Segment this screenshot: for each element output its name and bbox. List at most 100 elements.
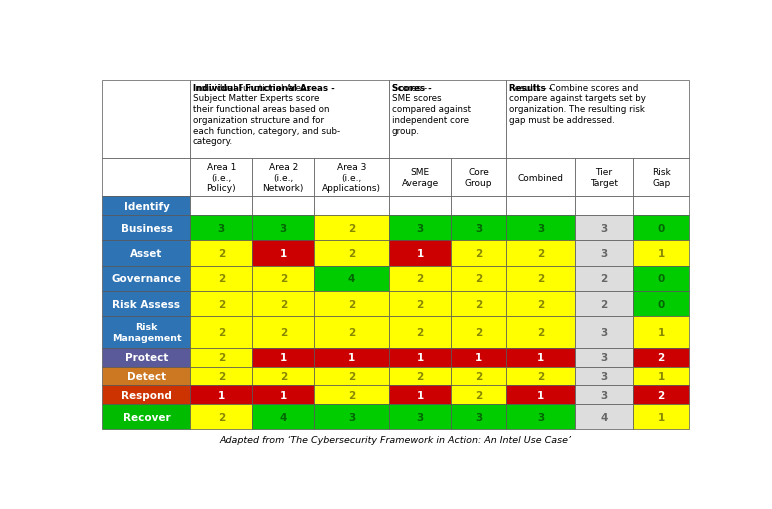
Bar	[103, 317, 191, 348]
Bar	[314, 317, 389, 348]
Text: 1: 1	[218, 390, 225, 400]
Bar	[634, 197, 689, 216]
Bar	[191, 367, 252, 386]
Text: Tier
Target: Tier Target	[590, 168, 618, 187]
Bar	[191, 197, 252, 216]
Text: Area 3
(i.e.,
Applications): Area 3 (i.e., Applications)	[322, 163, 381, 192]
Bar	[191, 348, 252, 367]
Bar	[314, 197, 389, 216]
Text: 2: 2	[348, 372, 355, 381]
Bar	[451, 158, 506, 197]
Bar	[103, 386, 191, 404]
Text: 3: 3	[475, 412, 482, 422]
Text: 2: 2	[279, 299, 287, 309]
Text: 3: 3	[537, 412, 544, 422]
Bar	[389, 80, 506, 158]
Bar	[389, 317, 451, 348]
Text: 2: 2	[279, 372, 287, 381]
Bar	[634, 367, 689, 386]
Bar	[389, 241, 451, 266]
Bar	[389, 367, 451, 386]
Bar	[389, 404, 451, 430]
Bar	[634, 241, 689, 266]
Bar	[191, 266, 252, 291]
Bar	[451, 367, 506, 386]
Text: 2: 2	[218, 274, 225, 284]
Bar	[634, 386, 689, 404]
Text: Risk Assess: Risk Assess	[113, 299, 181, 309]
Text: 4: 4	[601, 412, 608, 422]
Bar	[575, 404, 634, 430]
Bar	[191, 241, 252, 266]
Bar	[506, 158, 575, 197]
Bar	[103, 266, 191, 291]
Text: Business: Business	[120, 223, 172, 233]
Bar	[314, 348, 389, 367]
Bar	[575, 367, 634, 386]
Text: 3: 3	[416, 412, 424, 422]
Bar	[252, 317, 314, 348]
Bar	[451, 241, 506, 266]
Bar	[575, 348, 634, 367]
Text: 2: 2	[416, 327, 424, 337]
Text: 2: 2	[416, 274, 424, 284]
Text: 0: 0	[658, 274, 665, 284]
Bar	[252, 348, 314, 367]
Text: 3: 3	[601, 390, 608, 400]
Bar	[252, 216, 314, 241]
Text: Recover: Recover	[123, 412, 171, 422]
Text: 1: 1	[658, 327, 665, 337]
Text: 1: 1	[537, 353, 544, 363]
Text: 2: 2	[601, 274, 608, 284]
Text: Governance: Governance	[111, 274, 181, 284]
Bar	[252, 367, 314, 386]
Bar	[634, 317, 689, 348]
Bar	[506, 241, 575, 266]
Text: Protect: Protect	[125, 353, 168, 363]
Text: 2: 2	[537, 274, 544, 284]
Bar	[103, 241, 191, 266]
Text: 2: 2	[475, 274, 482, 284]
Bar	[389, 291, 451, 317]
Bar	[634, 158, 689, 197]
Text: Detect: Detect	[127, 372, 166, 381]
Text: 2: 2	[416, 299, 424, 309]
Bar	[191, 80, 389, 158]
Bar	[252, 197, 314, 216]
Bar	[451, 266, 506, 291]
Text: 3: 3	[475, 223, 482, 233]
Text: 3: 3	[601, 327, 608, 337]
Text: 2: 2	[601, 299, 608, 309]
Text: Individual Functional Areas -
Subject Matter Experts score
their functional area: Individual Functional Areas - Subject Ma…	[193, 83, 340, 146]
Bar	[389, 386, 451, 404]
Text: 1: 1	[416, 248, 424, 259]
Bar	[103, 404, 191, 430]
Text: Asset: Asset	[130, 248, 163, 259]
Bar	[389, 158, 451, 197]
Bar	[575, 216, 634, 241]
Text: 2: 2	[218, 299, 225, 309]
Bar	[506, 367, 575, 386]
Text: 2: 2	[475, 299, 482, 309]
Text: 4: 4	[279, 412, 287, 422]
Text: Scores -
SME scores
compared against
independent core
group.: Scores - SME scores compared against ind…	[391, 83, 470, 135]
Text: 4: 4	[348, 274, 355, 284]
Bar	[103, 197, 191, 216]
Text: 2: 2	[218, 327, 225, 337]
Bar	[451, 404, 506, 430]
Bar	[252, 404, 314, 430]
Text: Scores -: Scores -	[391, 83, 432, 93]
Text: Results -: Results -	[509, 83, 552, 93]
Text: 1: 1	[279, 248, 287, 259]
Text: 1: 1	[537, 390, 544, 400]
Text: SME
Average: SME Average	[401, 168, 438, 187]
Text: 1: 1	[658, 248, 665, 259]
Bar	[451, 386, 506, 404]
Bar	[314, 367, 389, 386]
Text: Core
Group: Core Group	[465, 168, 493, 187]
Text: 2: 2	[475, 327, 482, 337]
Text: Adapted from ‘The Cybersecurity Framework in Action: An Intel Use Case’: Adapted from ‘The Cybersecurity Framewor…	[220, 435, 571, 444]
Bar	[191, 386, 252, 404]
Bar	[389, 348, 451, 367]
Text: Area 1
(i.e.,
Policy): Area 1 (i.e., Policy)	[207, 163, 236, 192]
